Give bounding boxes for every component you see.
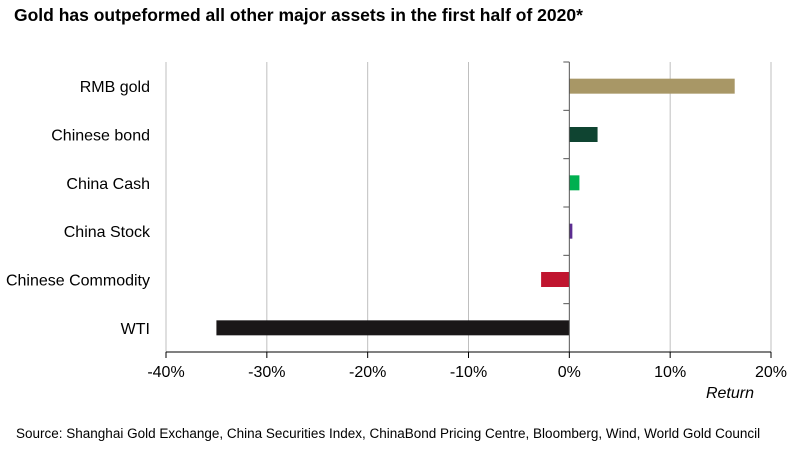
category-label: Chinese bond: [51, 128, 150, 145]
x-tick-label: -40%: [147, 364, 184, 381]
gridlines: [165, 62, 772, 352]
source-note: Source: Shanghai Gold Exchange, China Se…: [16, 426, 761, 441]
category-label: China Cash: [66, 176, 150, 193]
x-tick-label: 10%: [654, 364, 686, 381]
category-label: RMB gold: [80, 79, 150, 96]
chart-title: Gold has outpeformed all other major ass…: [14, 5, 583, 25]
x-tick-label: -10%: [450, 364, 487, 381]
bar: [569, 78, 735, 94]
axes: [165, 61, 772, 358]
category-label: WTI: [121, 321, 150, 338]
x-tick-label: -20%: [349, 364, 386, 381]
bars: [216, 78, 735, 336]
category-label: Chinese Commodity: [6, 273, 150, 290]
x-tick-label: 20%: [755, 364, 787, 381]
bar: [216, 320, 570, 336]
bar: [569, 127, 598, 142]
category-label: China Stock: [64, 224, 151, 241]
bar: [569, 223, 573, 239]
x-tick-label: 0%: [558, 364, 581, 381]
x-tick-label: -30%: [248, 364, 285, 381]
category-labels: RMB gold Chinese bond China Cash China Stoc…: [6, 79, 151, 338]
bar: [569, 175, 580, 191]
bar: [541, 272, 570, 287]
x-tick-labels: -40% -30% -20% -10% 0% 10% 20%: [147, 364, 787, 381]
x-axis-label: Return: [706, 385, 754, 402]
